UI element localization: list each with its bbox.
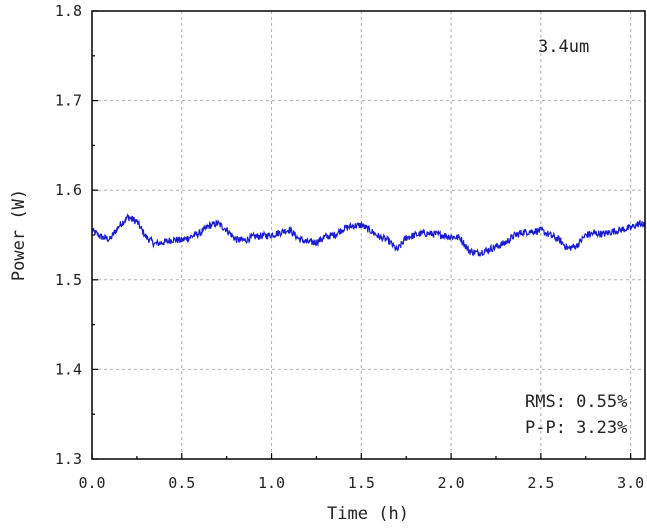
series-line [91,212,646,257]
wavelength-label: 3.4um [538,37,589,57]
grid-lines [92,11,645,459]
y-tick-label: 1.7 [55,92,82,110]
y-tick-label: 1.4 [55,360,82,378]
y-tick-label: 1.5 [55,271,82,289]
rms-label: RMS: 0.55% [525,392,627,412]
y-axis-title: Power (W) [9,189,29,281]
x-axis-title: Time (h) [327,504,409,524]
series-layer [91,212,646,257]
y-tick-label: 1.3 [55,450,82,468]
x-tick-label: 2.0 [438,474,465,492]
pp-label: P-P: 3.23% [525,418,627,438]
axis-ticks [91,10,632,460]
y-tick-labels: 1.3 1.4 1.5 1.6 1.7 1.8 [55,2,82,468]
x-tick-label: 0.0 [78,474,105,492]
x-tick-label: 2.5 [527,474,554,492]
x-tick-label: 1.0 [258,474,285,492]
x-tick-labels: 0.0 0.5 1.0 1.5 2.0 2.5 3.0 [78,474,644,492]
y-tick-label: 1.6 [55,181,82,199]
x-tick-label: 0.5 [168,474,195,492]
y-tick-label: 1.8 [55,2,82,20]
x-tick-label: 3.0 [617,474,644,492]
x-tick-label: 1.5 [348,474,375,492]
